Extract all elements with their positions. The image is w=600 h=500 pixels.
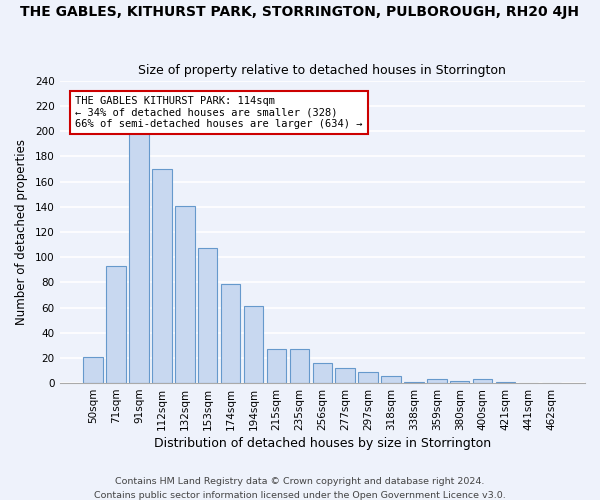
- Y-axis label: Number of detached properties: Number of detached properties: [15, 139, 28, 325]
- Bar: [381, 376, 401, 383]
- Bar: [175, 206, 194, 383]
- Bar: [106, 266, 126, 383]
- Bar: [198, 248, 217, 383]
- Bar: [152, 169, 172, 383]
- Text: THE GABLES KITHURST PARK: 114sqm
← 34% of detached houses are smaller (328)
66% : THE GABLES KITHURST PARK: 114sqm ← 34% o…: [76, 96, 363, 130]
- Bar: [83, 356, 103, 383]
- Bar: [313, 363, 332, 383]
- Bar: [473, 380, 493, 383]
- Bar: [129, 132, 149, 383]
- Bar: [244, 306, 263, 383]
- Bar: [427, 380, 446, 383]
- Bar: [358, 372, 378, 383]
- Text: Contains HM Land Registry data © Crown copyright and database right 2024.
Contai: Contains HM Land Registry data © Crown c…: [94, 478, 506, 500]
- Bar: [221, 284, 241, 383]
- Bar: [496, 382, 515, 383]
- Bar: [335, 368, 355, 383]
- Bar: [404, 382, 424, 383]
- Title: Size of property relative to detached houses in Storrington: Size of property relative to detached ho…: [139, 64, 506, 77]
- Text: THE GABLES, KITHURST PARK, STORRINGTON, PULBOROUGH, RH20 4JH: THE GABLES, KITHURST PARK, STORRINGTON, …: [20, 5, 580, 19]
- Bar: [267, 349, 286, 383]
- Bar: [450, 380, 469, 383]
- Bar: [290, 349, 309, 383]
- X-axis label: Distribution of detached houses by size in Storrington: Distribution of detached houses by size …: [154, 437, 491, 450]
